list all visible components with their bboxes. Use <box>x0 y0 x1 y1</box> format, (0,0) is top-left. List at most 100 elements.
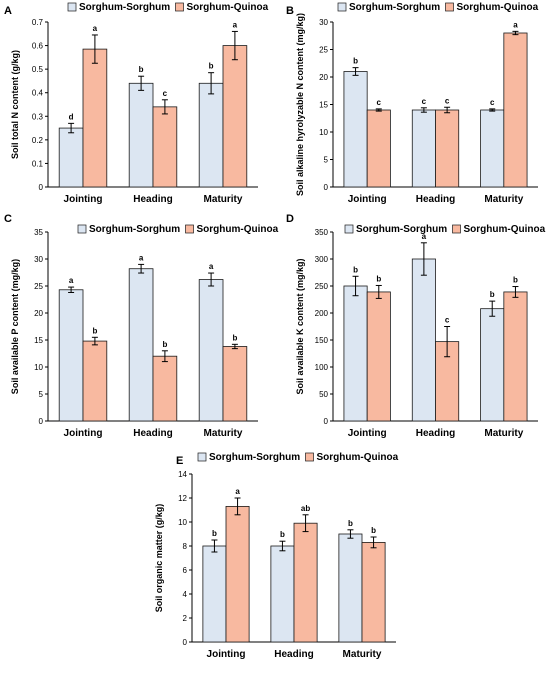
x-tick-label: Jointing <box>348 194 387 205</box>
bar-sorghum-quinoa <box>293 522 318 643</box>
bar-sorghum-quinoa <box>82 340 108 422</box>
x-tick-label: Maturity <box>484 194 523 205</box>
panel-label: E <box>176 455 183 467</box>
y-tick-label: 0.3 <box>32 112 44 121</box>
y-axis-title: Soil alkaline hyrolyzable N content (mg/… <box>295 13 305 196</box>
legend-label-sorghum-sorghum: Sorghum-Sorghum <box>209 452 300 463</box>
bar-sorghum-quinoa <box>225 505 250 643</box>
bar-sorghum-sorghum <box>198 279 224 422</box>
legend-swatch-sorghum-quinoa <box>445 2 454 12</box>
y-tick-label: 0.5 <box>32 65 44 74</box>
significance-letter: b <box>348 519 353 528</box>
legend-swatch-sorghum-quinoa <box>452 224 461 234</box>
y-axis-title: Soil available P content (mg/kg) <box>10 259 20 394</box>
bar-sorghum-sorghum <box>58 289 84 422</box>
y-tick-label: 100 <box>315 363 329 372</box>
legend-label-sorghum-quinoa: Sorghum-Quinoa <box>317 452 399 463</box>
significance-letter: c <box>422 97 427 106</box>
x-tick-label: Maturity <box>484 428 523 439</box>
legend-label-sorghum-quinoa: Sorghum-Quinoa <box>187 2 269 13</box>
legend: Sorghum-Sorghum Sorghum-Quinoa <box>77 224 279 235</box>
legend-label-sorghum-sorghum: Sorghum-Sorghum <box>79 2 170 13</box>
bar-sorghum-sorghum <box>128 268 154 422</box>
y-axis-title: Soil organic matter (g/kg) <box>154 504 164 613</box>
x-tick-label: Jointing <box>64 194 103 205</box>
significance-letter: a <box>93 24 98 33</box>
panel-b: B Sorghum-Sorghum Sorghum-Quinoa Soil alkal… <box>286 2 539 205</box>
y-tick-label: 20 <box>34 309 43 318</box>
legend: Sorghum-Sorghum Sorghum-Quinoa <box>344 224 546 235</box>
bar-sorghum-quinoa <box>361 542 386 643</box>
significance-letter: b <box>209 62 214 71</box>
y-tick-label: 0.1 <box>32 159 44 168</box>
y-tick-label: 30 <box>319 18 328 27</box>
significance-letter: c <box>377 98 382 107</box>
bar-sorghum-sorghum <box>480 308 505 422</box>
bar-sorghum-quinoa <box>82 48 108 188</box>
y-tick-label: 5 <box>39 390 44 399</box>
legend-label-sorghum-quinoa: Sorghum-Quinoa <box>197 224 279 235</box>
significance-letter: b <box>513 276 518 285</box>
legend-label-sorghum-sorghum: Sorghum-Sorghum <box>349 2 440 13</box>
legend: Sorghum-Sorghum Sorghum-Quinoa <box>67 2 269 13</box>
legend-swatch-sorghum-sorghum <box>344 224 354 234</box>
significance-letter: a <box>513 20 518 29</box>
panel-e: E Sorghum-Sorghum Sorghum-Quinoa Soil organ… <box>154 452 399 660</box>
panel-label: D <box>286 213 294 225</box>
significance-letter: b <box>280 530 285 539</box>
y-tick-label: 8 <box>183 542 188 551</box>
bar-sorghum-sorghum <box>202 545 227 643</box>
y-tick-label: 4 <box>183 590 188 599</box>
bar-sorghum-sorghum <box>338 533 363 643</box>
legend-label-sorghum-quinoa: Sorghum-Quinoa <box>457 2 539 13</box>
legend-swatch-sorghum-quinoa <box>185 224 194 234</box>
y-tick-label: 14 <box>178 470 187 479</box>
legend: Sorghum-Sorghum Sorghum-Quinoa <box>197 452 399 463</box>
bar-sorghum-sorghum <box>58 127 84 188</box>
legend-swatch-sorghum-sorghum <box>337 2 347 12</box>
legend-label-sorghum-sorghum: Sorghum-Sorghum <box>89 224 180 235</box>
significance-letter: a <box>235 487 240 496</box>
significance-letter: b <box>212 529 217 538</box>
legend-label-sorghum-quinoa: Sorghum-Quinoa <box>464 224 546 235</box>
legend: Sorghum-Sorghum Sorghum-Quinoa <box>337 2 539 13</box>
legend-swatch-sorghum-sorghum <box>197 452 207 462</box>
y-tick-label: 35 <box>34 228 43 237</box>
x-tick-label: Maturity <box>204 194 243 205</box>
y-tick-label: 6 <box>183 566 188 575</box>
bar-sorghum-quinoa <box>152 106 178 188</box>
panel-d: D Sorghum-Sorghum Sorghum-Quinoa Soil avail… <box>286 213 546 439</box>
y-axis-title: Soil available K content (mg/kg) <box>295 258 305 394</box>
legend-swatch-sorghum-quinoa <box>175 2 184 12</box>
significance-letter: b <box>353 265 358 274</box>
bar-sorghum-sorghum <box>343 71 368 188</box>
panel-label: C <box>4 213 12 225</box>
y-tick-label: 0.4 <box>32 89 44 98</box>
significance-letter: a <box>422 232 427 241</box>
x-tick-label: Jointing <box>348 428 387 439</box>
y-tick-label: 2 <box>183 614 188 623</box>
bar-sorghum-sorghum <box>198 82 224 188</box>
bar-sorghum-quinoa <box>503 291 528 422</box>
y-tick-label: 25 <box>319 46 328 55</box>
x-tick-label: Heading <box>133 428 172 439</box>
y-tick-label: 300 <box>315 255 329 264</box>
x-tick-label: Jointing <box>207 649 246 660</box>
y-tick-label: 5 <box>324 156 329 165</box>
x-tick-label: Heading <box>416 428 455 439</box>
x-tick-label: Maturity <box>204 428 243 439</box>
panel-a: A Sorghum-Sorghum Sorghum-Quinoa Soil total… <box>4 2 269 205</box>
bar-sorghum-quinoa <box>152 355 178 422</box>
bar-sorghum-sorghum <box>270 545 295 643</box>
y-tick-label: 12 <box>178 494 187 503</box>
y-tick-label: 20 <box>319 73 328 82</box>
x-tick-label: Maturity <box>343 649 382 660</box>
significance-letter: b <box>92 326 97 335</box>
panel-c: C Sorghum-Sorghum Sorghum-Quinoa Soil avail… <box>4 213 279 439</box>
bar-sorghum-sorghum <box>128 82 154 188</box>
y-tick-label: 25 <box>34 282 43 291</box>
y-tick-label: 0.2 <box>32 136 44 145</box>
panel-label: B <box>286 5 294 17</box>
significance-letter: a <box>233 20 238 29</box>
